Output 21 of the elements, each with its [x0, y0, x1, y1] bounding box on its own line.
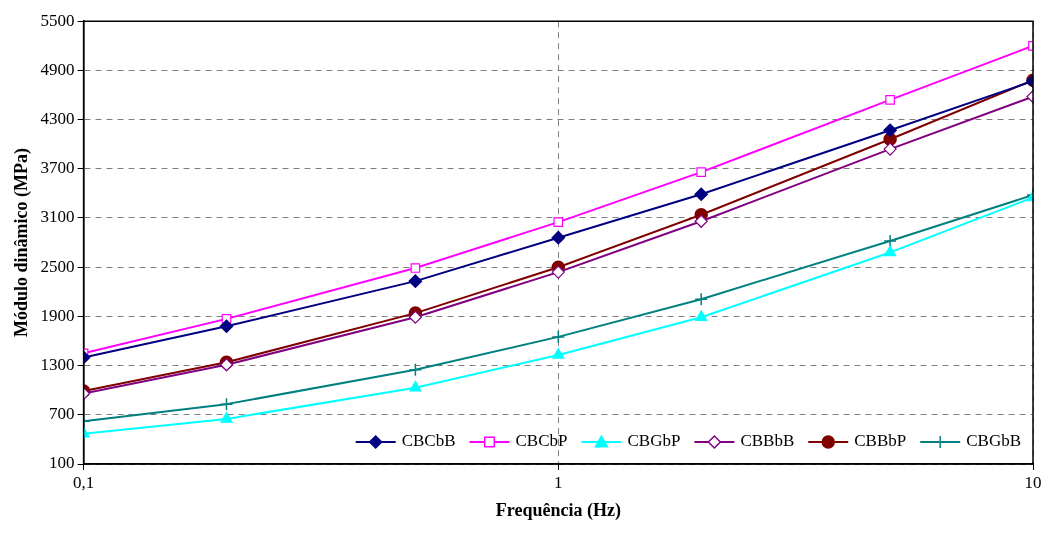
legend-label: CBBbP	[854, 431, 907, 451]
legend-label: CBGbB	[966, 431, 1021, 451]
legend-label: CBGbP	[627, 431, 681, 451]
y-tick-label: 4300	[40, 109, 75, 129]
y-tick-label: 3100	[40, 207, 75, 227]
x-tick-label: 1	[554, 472, 563, 492]
legend-label: CBCbB	[401, 431, 456, 451]
y-tick-label: 1900	[40, 305, 75, 325]
y-tick-label: 5500	[40, 10, 75, 30]
x-tick-label: 10	[1024, 472, 1042, 492]
y-tick-label: 2500	[40, 256, 75, 276]
y-tick-label: 100	[49, 453, 75, 473]
legend-label: CBCbP	[515, 431, 568, 451]
x-axis-title: Frequência (Hz)	[495, 499, 621, 521]
y-tick-label: 700	[49, 404, 75, 424]
legend-label: CBBbB	[740, 431, 795, 451]
y-tick-label: 3700	[40, 158, 75, 178]
x-tick-label: 0,1	[72, 472, 95, 492]
y-axis-title: Módulo dinâmico (MPa)	[11, 148, 33, 338]
y-tick-label: 4900	[40, 59, 75, 79]
y-tick-label: 1300	[40, 355, 75, 375]
